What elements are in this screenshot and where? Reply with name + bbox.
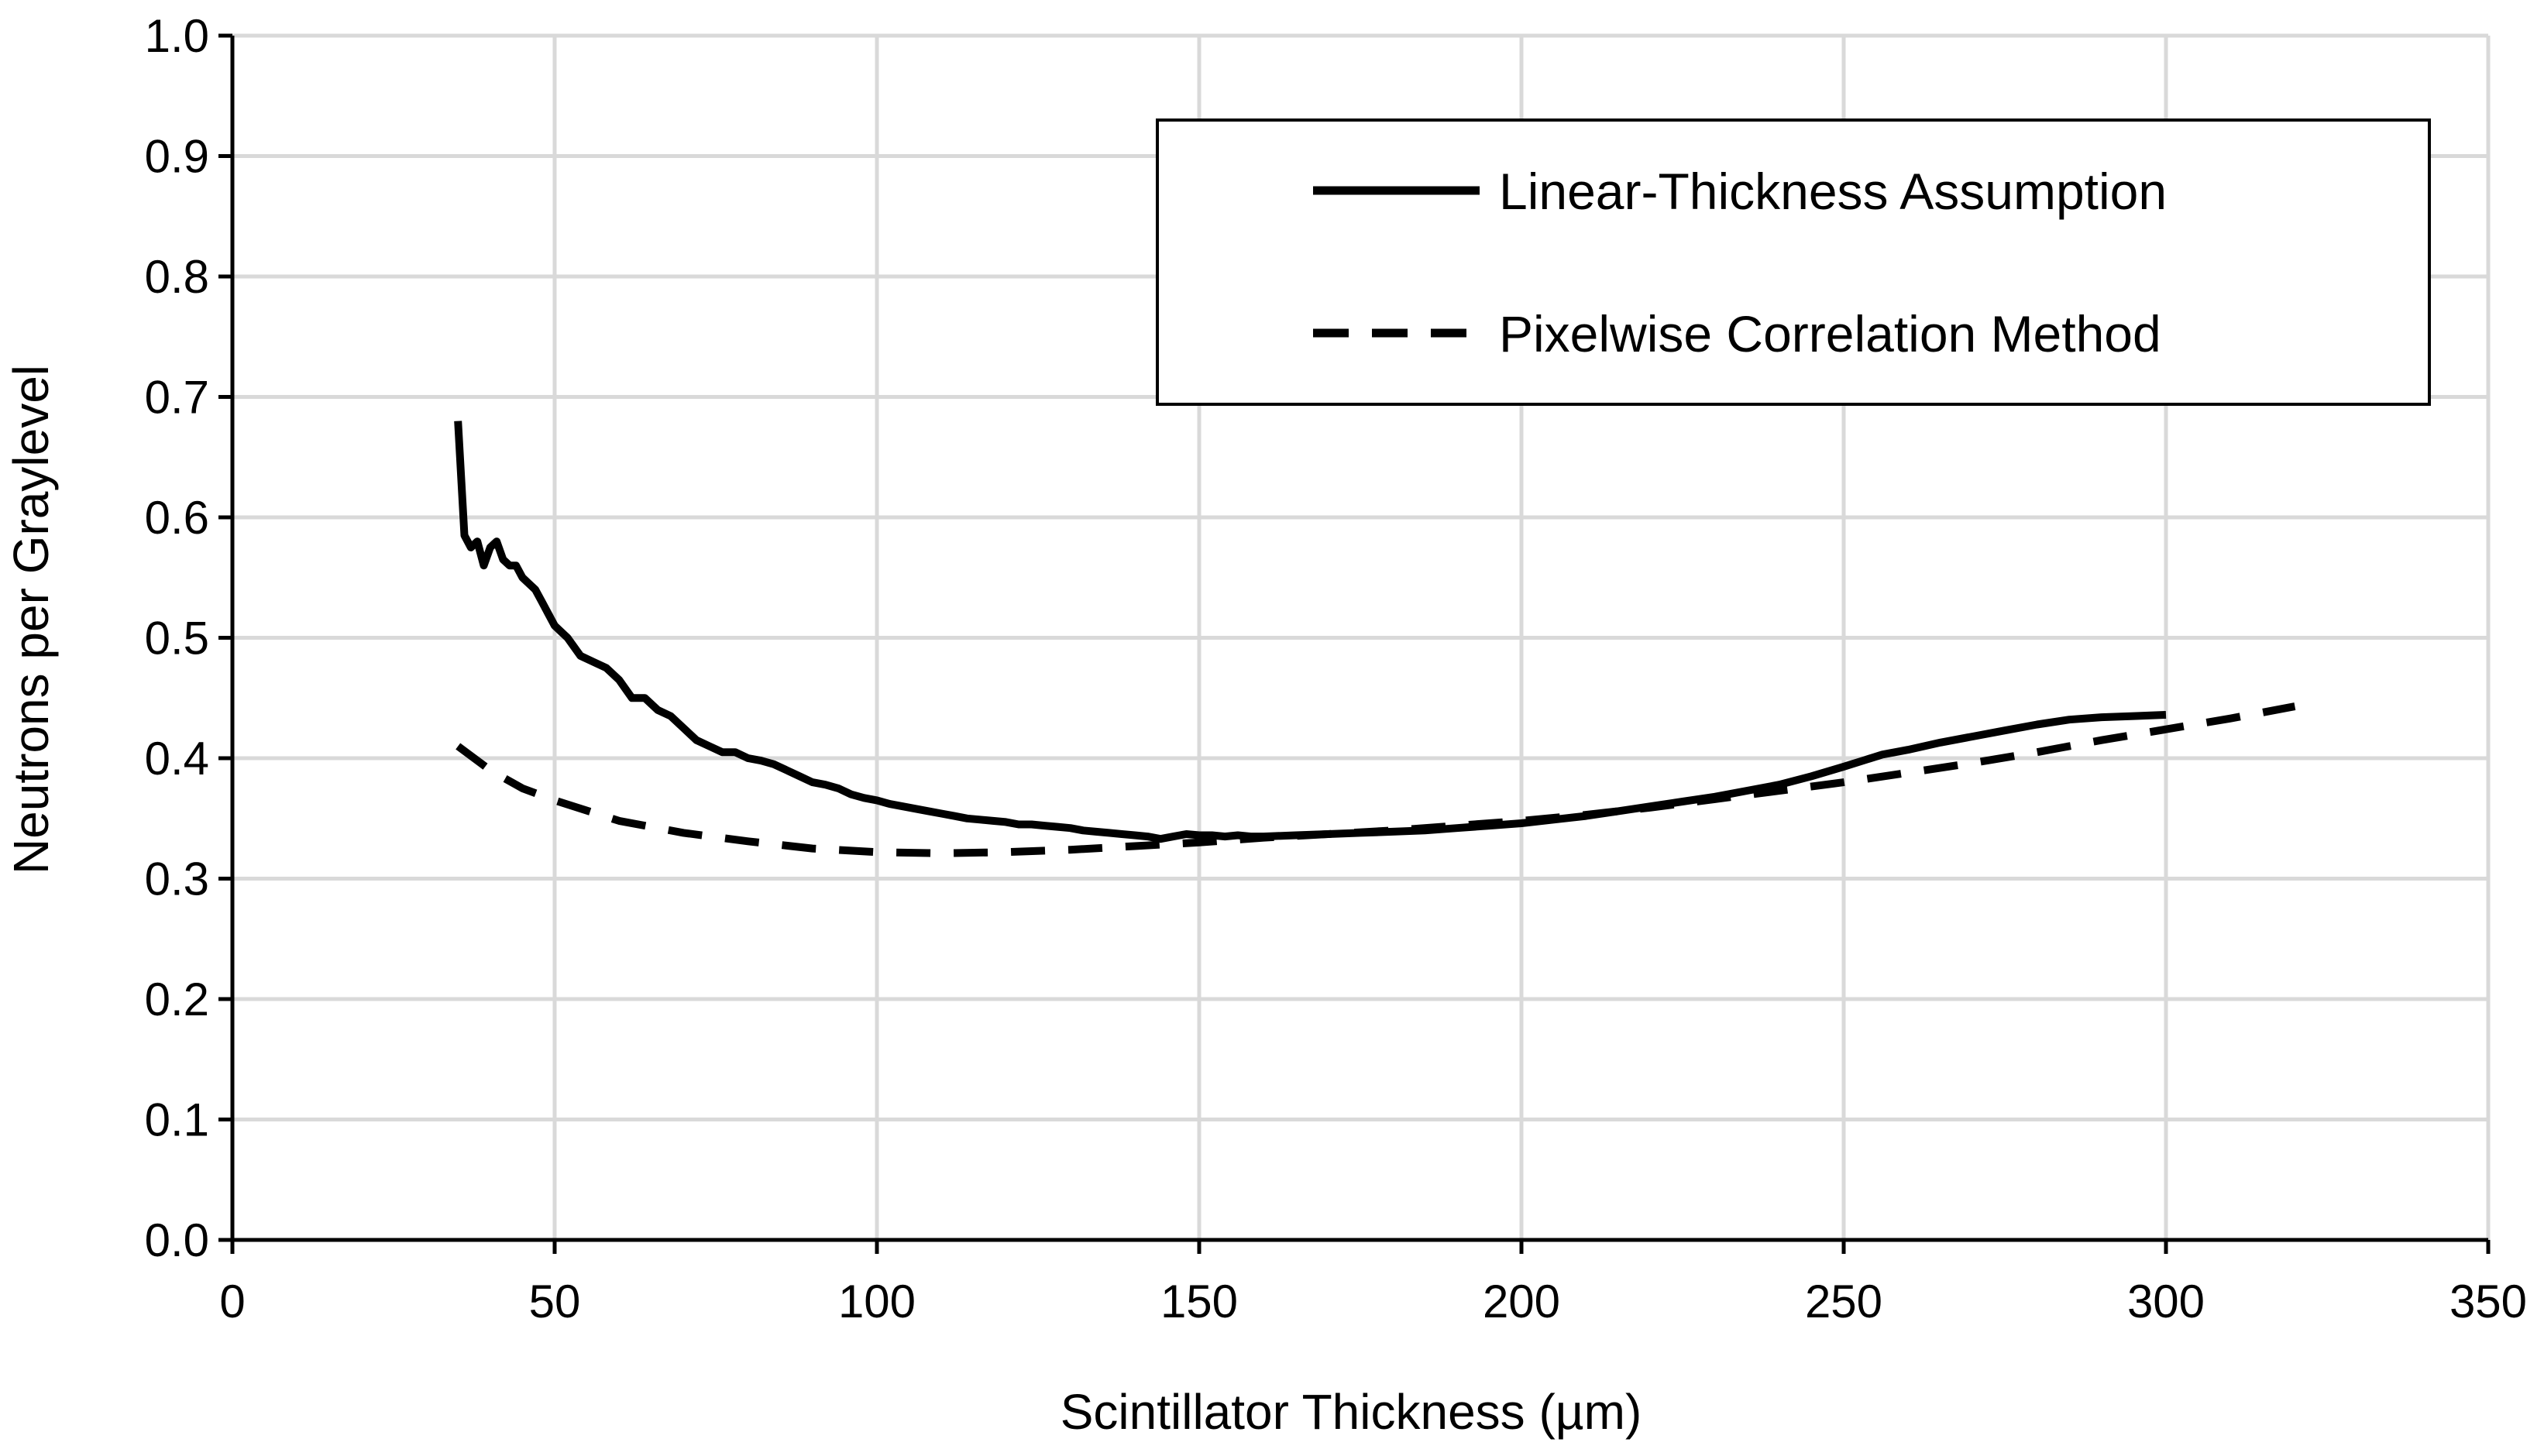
y-tick-label: 0.4 xyxy=(145,733,209,785)
x-axis-title: Scintillator Thickness (µm) xyxy=(1061,1384,1642,1440)
y-tick-label: 0.8 xyxy=(145,251,209,303)
x-tick-label: 300 xyxy=(2127,1276,2205,1327)
axes xyxy=(218,33,2491,1254)
series-line-pixelwise-correlation xyxy=(456,702,2296,857)
y-tick-label: 0.6 xyxy=(145,492,209,544)
y-tick-label: 0.9 xyxy=(145,131,209,183)
x-tick-label: 0 xyxy=(219,1276,245,1327)
y-tick-label: 0.3 xyxy=(145,853,209,905)
y-tick-label: 0.0 xyxy=(145,1214,209,1266)
y-axis-title: Neutrons per Graylevel xyxy=(3,365,59,874)
legend-label-pixelwise-correlation: Pixelwise Correlation Method xyxy=(1499,305,2161,362)
x-tick-label: 350 xyxy=(2449,1276,2527,1327)
tick-labels: 0.0 0.1 0.2 0.3 0.4 0.5 0.6 0.7 0.8 0.9 1.0 0 50 100 1… xyxy=(145,10,2527,1327)
y-tick-label: 0.1 xyxy=(145,1094,209,1146)
x-tick-label: 100 xyxy=(838,1276,916,1327)
x-tick-label: 200 xyxy=(1483,1276,1560,1327)
legend-box xyxy=(1156,118,2431,406)
y-tick-label: 0.2 xyxy=(145,974,209,1025)
y-tick-label: 0.5 xyxy=(145,613,209,664)
x-tick-label: 50 xyxy=(529,1276,581,1327)
series-lines xyxy=(454,421,2296,857)
y-tick-label: 1.0 xyxy=(145,10,209,62)
y-tick-label: 0.7 xyxy=(145,372,209,424)
x-tick-label: 250 xyxy=(1805,1276,1882,1327)
x-tick-label: 150 xyxy=(1160,1276,1238,1327)
legend: Linear-Thickness Assumption Pixelwise Co… xyxy=(1156,118,2431,406)
grid xyxy=(232,33,2491,1240)
legend-label-linear-thickness: Linear-Thickness Assumption xyxy=(1499,163,2167,220)
